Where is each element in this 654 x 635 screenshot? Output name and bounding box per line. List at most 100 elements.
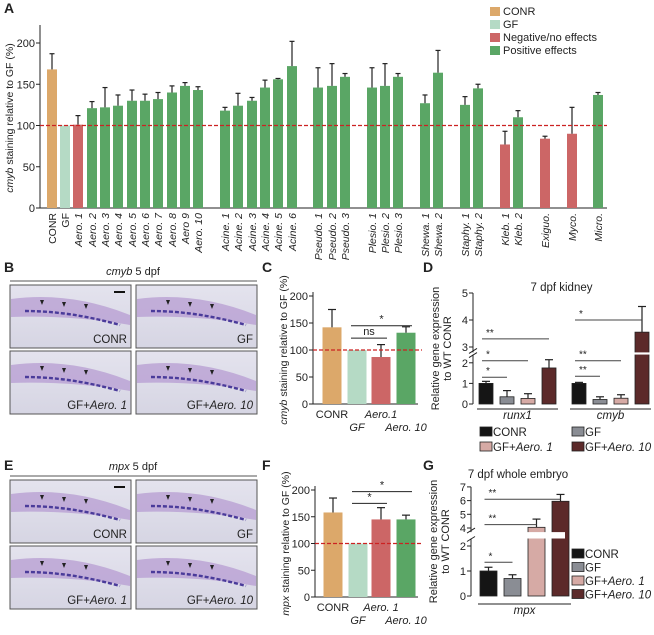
x-tick-label: Shewa. 1 [420, 213, 432, 257]
bar [100, 107, 110, 208]
stained-cells [150, 375, 247, 393]
legend-label: CONR [585, 549, 619, 561]
y-tick-label: 150 [292, 512, 310, 524]
arrowhead-icon [210, 370, 214, 375]
y-tick-label: 200 [290, 291, 308, 303]
legend-swatch [490, 33, 500, 42]
significance-label: * [486, 366, 490, 377]
panel-g-chart: 0 1 2 4 56 7 Relative gene expressionto WT CON… [428, 469, 652, 617]
embryo-tail [11, 492, 130, 520]
panel-label-E: E [4, 457, 13, 473]
y-tick-label: 1 [462, 378, 468, 390]
bar [513, 117, 523, 208]
x-tick-label: Pseudo. 2 [327, 213, 339, 260]
y-tick-label: 5 [462, 288, 468, 300]
condition-label: GF [237, 529, 253, 541]
bar [551, 500, 570, 597]
bar [371, 519, 391, 597]
x-tick-label: Pseudo. 3 [340, 213, 352, 260]
x-tick-label: Acine. 5 [273, 213, 285, 252]
bar [180, 85, 190, 208]
x-tick-label: Pseudo. 1 [313, 213, 325, 260]
bar [367, 87, 377, 208]
bar [473, 88, 483, 208]
group-label: cmyb [597, 410, 625, 422]
x-tick-label: Aero. 7 [153, 212, 165, 248]
y-tick-label: 50 [298, 565, 310, 577]
x-tick-label: Aero 9 [180, 213, 192, 245]
arrowhead-icon [62, 563, 66, 568]
panel-b-images: cmyb 5 dpf CONR GF GF+Aero. 1 GF+Aero. 10 [9, 266, 258, 415]
legend-swatch [571, 426, 585, 437]
y-tick-label: 50 [23, 162, 35, 174]
y-tick-label: 6 [460, 496, 466, 508]
significance-label: * [380, 480, 385, 492]
x-tick-label: Acine. 1 [220, 213, 232, 252]
legend-swatch [490, 7, 500, 16]
bar [60, 125, 70, 208]
condition-label: GF [237, 334, 253, 346]
y-tick-label: 0 [460, 591, 466, 603]
y-tick-label: 50 [296, 372, 308, 384]
panel-label-G: G [423, 457, 434, 473]
bar [113, 105, 123, 208]
arrowhead-icon [84, 499, 88, 504]
stained-cells [150, 504, 247, 522]
y-tick-label: 3 [462, 342, 468, 354]
y-tick-label: 200 [292, 485, 310, 497]
chart-title: 7 dpf whole embryo [468, 469, 568, 481]
arrowhead-icon [210, 499, 214, 504]
y-axis-label: cmyb staining relative to GF (%) [278, 275, 290, 424]
bar [273, 79, 283, 208]
x-tick-label: Acine. 6 [287, 213, 299, 252]
legend-swatch [571, 575, 585, 586]
bar [592, 399, 608, 405]
bar [500, 144, 510, 208]
bar [127, 100, 137, 208]
y-axis-label: Relative gene expressionto WT CONR [430, 287, 454, 411]
arrowhead-icon [84, 565, 88, 570]
bar [233, 105, 243, 208]
axis-break-gap [469, 532, 565, 539]
stained-cells [24, 375, 121, 393]
panel-d-chart: 0 1 2 3 4 5 Relative gene expressionto WT CONR… [430, 282, 652, 454]
x-tick-label: Aero. 1 [362, 602, 398, 614]
x-tick-label: Aero. 10 [384, 422, 427, 434]
legend-label: GF+Aero. 10 [585, 590, 652, 602]
axis-break-mark [466, 527, 476, 542]
y-tick-label: 0 [462, 399, 468, 411]
x-tick-label: Staphy. 2 [473, 213, 485, 257]
x-tick-label: Acine. 2 [233, 213, 245, 252]
y-tick-label: 100 [290, 345, 308, 357]
bar [260, 87, 270, 208]
arrowhead-icon [210, 565, 214, 570]
arrowhead-icon [62, 368, 66, 373]
bar [520, 398, 536, 405]
y-tick-label: 0 [302, 399, 308, 411]
x-tick-label: Shewa. 2 [433, 213, 445, 257]
bar [479, 570, 498, 597]
arrowhead-icon [166, 300, 170, 305]
arrowhead-icon [40, 300, 44, 305]
x-tick-label: CONR [47, 213, 59, 244]
bar [140, 100, 150, 208]
x-tick-label: Myco. [567, 213, 579, 241]
embryo-tail [137, 297, 256, 325]
bar [567, 133, 577, 208]
bar [347, 350, 367, 404]
bar [396, 332, 416, 404]
bar [593, 94, 603, 208]
bar [613, 397, 629, 405]
significance-label: * [367, 491, 372, 503]
significance-label: ** [579, 350, 587, 361]
y-tick-label: 0 [304, 592, 310, 604]
bar [541, 367, 557, 405]
bar [540, 138, 550, 208]
embryo-tail [11, 363, 130, 391]
x-tick-label: Staphy. 1 [460, 213, 472, 257]
embryo-tail [11, 558, 130, 586]
legend-swatch [479, 426, 493, 437]
arrowhead-icon [188, 497, 192, 502]
